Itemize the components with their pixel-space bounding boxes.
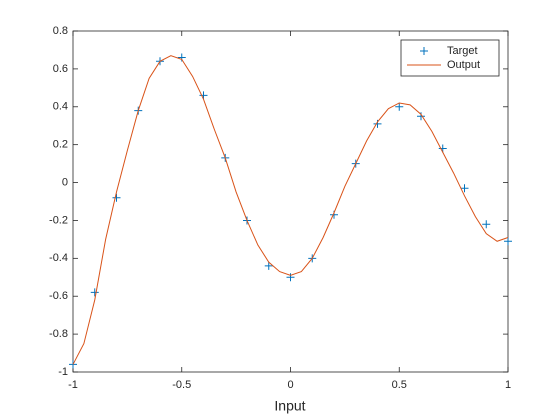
- y-tick-label: 0.2: [53, 139, 68, 151]
- legend-box: [400, 39, 500, 77]
- y-tick-label: -0.4: [49, 252, 68, 264]
- data-marker: [438, 144, 447, 153]
- data-line: [72, 55, 509, 365]
- data-marker: [286, 273, 295, 282]
- legend-swatch: [420, 47, 428, 55]
- y-tick-label: -0.8: [49, 328, 68, 340]
- y-tick-label: 0.4: [53, 101, 68, 113]
- data-marker: [90, 288, 99, 297]
- y-tick-label: 0: [62, 176, 68, 188]
- x-axis-label: Input: [274, 398, 305, 414]
- data-marker: [504, 237, 512, 246]
- legend-label: Output: [447, 59, 480, 71]
- data-marker: [417, 112, 425, 121]
- data-marker: [264, 261, 273, 270]
- x-tick-label: 0.5: [392, 379, 407, 391]
- data-marker: [460, 184, 469, 193]
- y-tick-label: -0.2: [49, 214, 68, 226]
- data-marker: [395, 102, 404, 111]
- y-tick-label: 0.8: [53, 25, 68, 37]
- axes-box: [72, 30, 509, 373]
- x-tick-label: -0.5: [172, 379, 191, 391]
- x-tick-label: 0: [287, 379, 293, 391]
- x-tick-label: -1: [68, 379, 78, 391]
- data-marker: [482, 220, 491, 229]
- x-tick-label: 1: [505, 379, 511, 391]
- y-tick-label: 0.6: [53, 63, 68, 75]
- y-tick-label: -1: [58, 366, 68, 378]
- y-tick-label: -0.6: [49, 290, 68, 302]
- legend-label: Target: [447, 45, 478, 57]
- data-marker: [112, 193, 121, 202]
